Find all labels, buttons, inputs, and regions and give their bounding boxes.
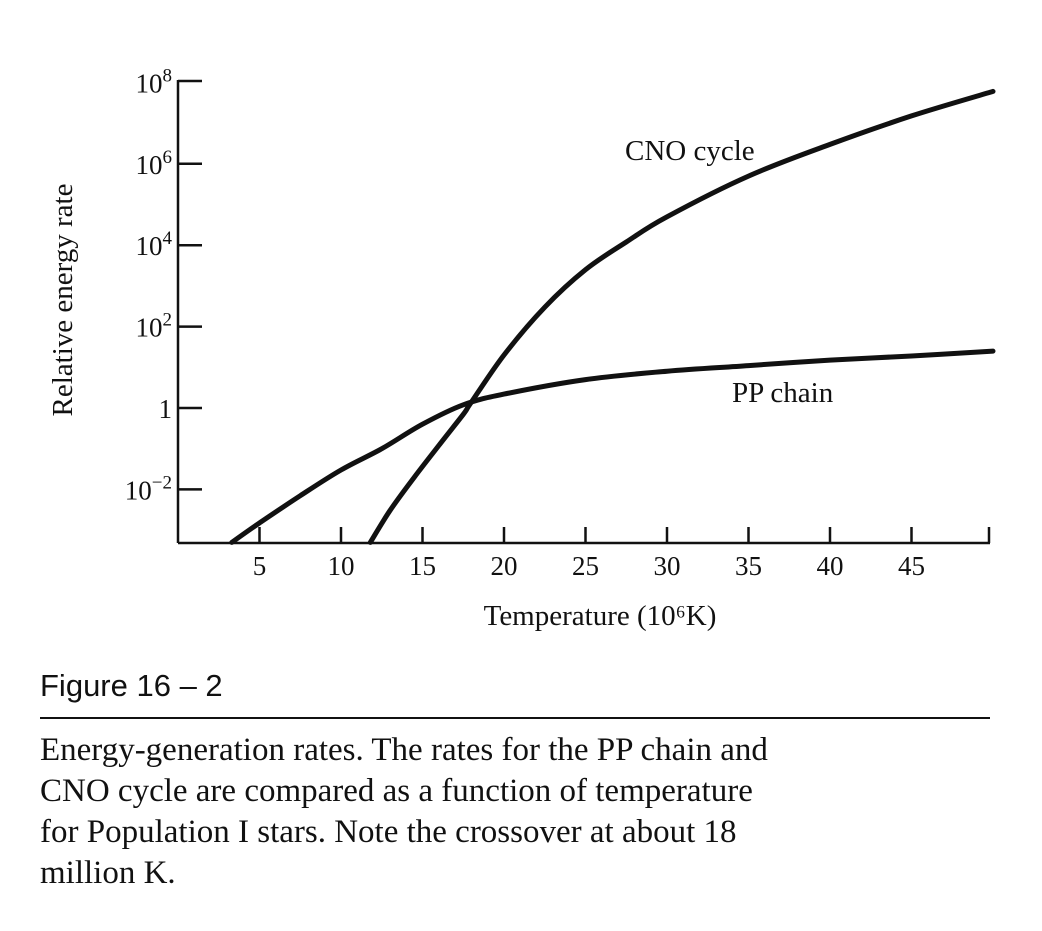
cno-series-label: CNO cycle bbox=[625, 135, 755, 167]
x-tick-label: 5 bbox=[253, 551, 267, 581]
caption-line: million K. bbox=[40, 855, 176, 891]
pp-chain-curve bbox=[229, 348, 996, 545]
x-tick-label: 20 bbox=[491, 551, 518, 581]
caption-line: Energy-generation rates. The rates for t… bbox=[40, 732, 768, 768]
y-tick-label: 102 bbox=[136, 310, 173, 343]
y-axis-ticks: 10−2 1 102 104 106 108 bbox=[125, 65, 202, 505]
y-axis-title: Relative energy rate bbox=[47, 184, 79, 417]
chart-series bbox=[229, 88, 996, 545]
figure-caption: Energy-generation rates. The rates for t… bbox=[40, 730, 990, 894]
figure-divider bbox=[40, 717, 990, 719]
y-tick-label: 104 bbox=[136, 228, 173, 261]
chart-axes bbox=[176, 79, 991, 545]
x-tick-label: 25 bbox=[572, 551, 599, 581]
x-axis-title: Temperature (10⁶K) bbox=[484, 600, 717, 632]
pp-series-label: PP chain bbox=[732, 377, 834, 409]
x-tick-label: 30 bbox=[654, 551, 681, 581]
x-tick-label: 10 bbox=[328, 551, 355, 581]
cno-cycle-curve bbox=[367, 88, 996, 545]
y-tick-label: 1 bbox=[159, 394, 173, 424]
figure-label: Figure 16 – 2 bbox=[40, 668, 223, 703]
x-tick-label: 35 bbox=[735, 551, 762, 581]
x-axis-ticks: 5 10 15 20 25 30 35 40 45 bbox=[253, 527, 925, 581]
caption-line: CNO cycle are compared as a function of … bbox=[40, 773, 753, 809]
caption-line: for Population I stars. Note the crossov… bbox=[40, 814, 737, 850]
x-tick-label: 45 bbox=[898, 551, 925, 581]
y-tick-label: 108 bbox=[136, 65, 173, 98]
y-tick-label: 10−2 bbox=[125, 472, 172, 505]
x-tick-label: 40 bbox=[817, 551, 844, 581]
chart: 10−2 1 102 104 106 108 5 10 15 20 25 30 35 40 45 Rela… bbox=[47, 65, 996, 632]
x-tick-label: 15 bbox=[409, 551, 436, 581]
y-tick-label: 106 bbox=[136, 147, 173, 180]
